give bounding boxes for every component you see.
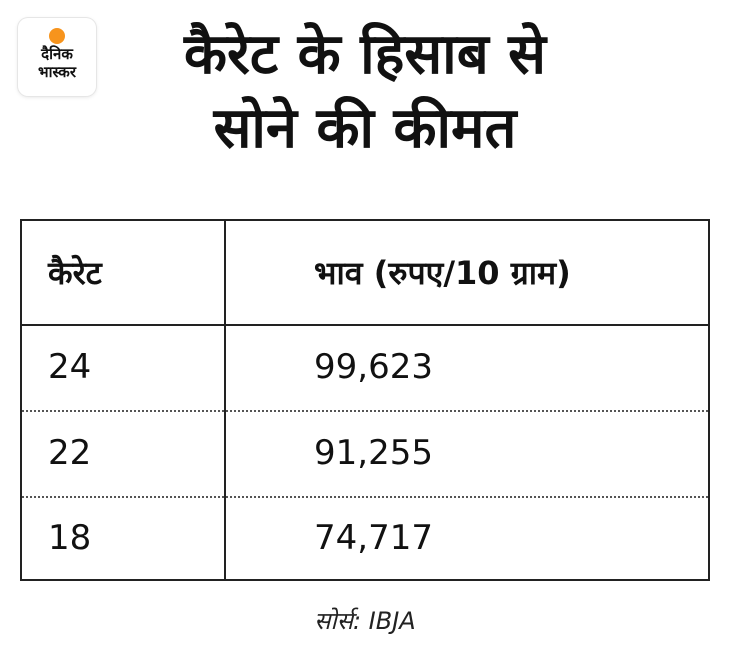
sun-icon xyxy=(49,28,65,44)
price-cell: 74,717 xyxy=(314,517,433,558)
table-row: 22 91,255 xyxy=(22,410,708,498)
source-note: सोर्स: IBJA xyxy=(314,607,416,635)
title-line1: कैरेट के हिसाब से xyxy=(183,22,547,87)
table-row: 24 99,623 xyxy=(22,324,708,412)
carat-cell: 18 xyxy=(48,517,92,558)
page-title: कैरेट के हिसाब से सोने की कीमत xyxy=(130,18,600,166)
price-cell: 91,255 xyxy=(314,433,433,473)
title-line2: सोने की कीमत xyxy=(213,96,517,161)
table-header-row: कैरेट भाव (रुपए/10 ग्राम) xyxy=(22,221,708,326)
price-cell: 99,623 xyxy=(314,347,433,387)
column-divider xyxy=(224,221,226,579)
table-row: 18 74,717 xyxy=(22,496,708,579)
logo-text-line2: भास्कर xyxy=(38,63,76,81)
dainik-bhaskar-logo: दैनिक भास्कर xyxy=(18,18,96,96)
gold-rate-table: कैरेट भाव (रुपए/10 ग्राम) 24 99,623 22 9… xyxy=(20,219,710,581)
carat-cell: 24 xyxy=(48,347,92,387)
carat-cell: 22 xyxy=(48,433,92,473)
logo-text-line1: दैनिक xyxy=(41,45,73,63)
header-price: भाव (रुपए/10 ग्राम) xyxy=(314,254,571,292)
header-carat: कैरेट xyxy=(48,254,102,292)
